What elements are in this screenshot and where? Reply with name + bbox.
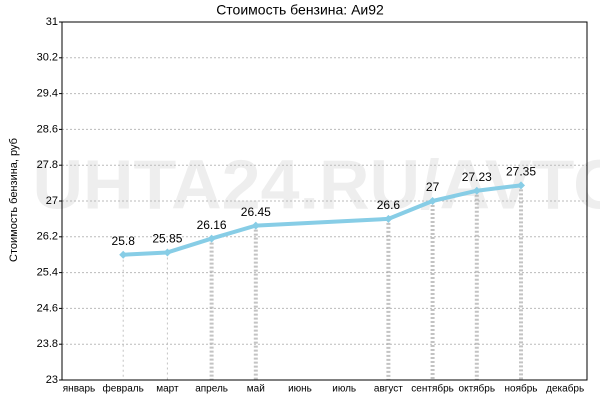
y-tick-label: 26.2 (37, 231, 58, 243)
x-tick-label: август (374, 384, 403, 395)
x-tick-label: декабрь (546, 383, 584, 395)
drop-lines (122, 185, 523, 380)
data-label: 27.23 (462, 170, 492, 184)
point (207, 234, 216, 243)
x-tick-label: октябрь (459, 383, 496, 395)
series-line (387, 183, 522, 221)
series-line (123, 223, 257, 257)
y-tick-label: 31 (46, 16, 58, 28)
x-tick-label: март (156, 384, 179, 395)
data-label: 26.16 (197, 218, 227, 232)
data-label: 27.35 (506, 165, 536, 179)
x-tick-label: февраль (103, 383, 144, 395)
x-tick-label: январь (63, 384, 95, 395)
y-tick-label: 29.4 (37, 88, 58, 100)
x-tick-label: сентябрь (411, 383, 454, 395)
chart-title: Стоимость бензина: Аи92 (216, 2, 384, 18)
data-label: 25.85 (152, 232, 182, 246)
point (428, 197, 437, 205)
y-tick-label: 27 (46, 195, 58, 207)
y-tick-label: 25.4 (37, 267, 58, 279)
x-tick-label: май (247, 384, 265, 395)
series: 25.8 25.85 26.16 26.45 26.6 27 27.23 27.35 (112, 165, 536, 259)
x-tick-label: июнь (288, 384, 312, 395)
y-tick-label: 27.8 (37, 159, 58, 171)
y-tick-label: 23.8 (37, 338, 58, 350)
x-tick-label: апрель (195, 384, 228, 395)
series-connector (253, 216, 391, 228)
y-axis-label: Стоимость бензина, руб (8, 138, 20, 262)
data-label: 26.45 (241, 205, 271, 219)
point (163, 248, 172, 257)
x-tick-label: июль (332, 384, 356, 395)
data-label: 27 (426, 180, 440, 194)
point (384, 214, 393, 223)
point (472, 186, 481, 195)
y-tick-label: 28.6 (37, 123, 58, 135)
point (517, 181, 525, 190)
y-tick-label: 23 (46, 374, 58, 386)
point (251, 221, 260, 230)
y-tick-label: 30.2 (37, 52, 58, 64)
data-label: 25.8 (112, 234, 136, 248)
y-tick-label: 24.6 (37, 302, 58, 314)
point (119, 250, 128, 259)
watermark: UHTA24.RU/AVTO (32, 145, 600, 223)
data-label: 26.6 (377, 198, 401, 212)
x-tick-label: ноябрь (505, 383, 538, 395)
